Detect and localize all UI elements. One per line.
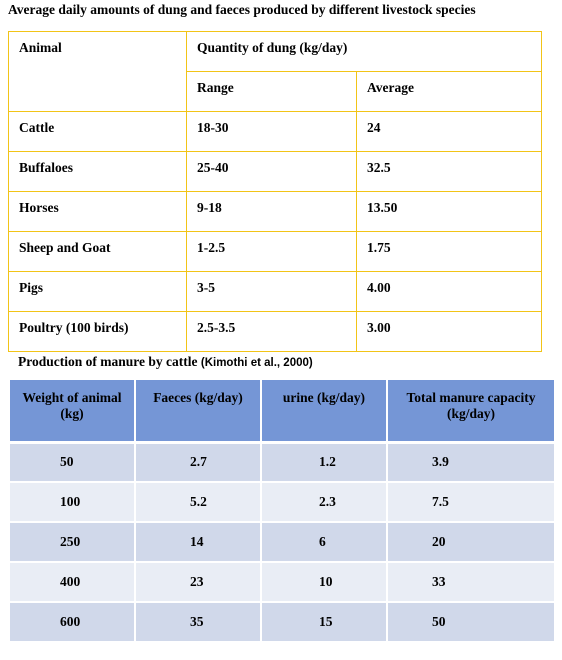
cell-total: 50 — [387, 602, 554, 643]
cell-urine: 15 — [261, 602, 388, 643]
cattle-manure-table: Weight of animal (kg) Faeces (kg/day) ur… — [10, 380, 554, 643]
cell-faeces: 35 — [135, 602, 262, 643]
table-subheader-row: Range Average — [9, 71, 542, 112]
header-weight: Weight of animal (kg) — [10, 380, 136, 444]
table-row: 250 14 6 20 — [10, 522, 554, 563]
table1-title: Average daily amounts of dung and faeces… — [8, 2, 476, 17]
cell-average: 4.00 — [356, 271, 542, 312]
cell-animal: Pigs — [8, 271, 187, 312]
table-row: 600 35 15 50 — [10, 602, 554, 643]
cell-average: 3.00 — [356, 311, 542, 352]
cell-weight: 250 — [10, 522, 136, 563]
cell-faeces: 5.2 — [135, 482, 262, 523]
cell-range: 18-30 — [186, 111, 357, 152]
cell-faeces: 23 — [135, 562, 262, 603]
cell-average: 24 — [356, 111, 542, 152]
table-row: Horses 9-18 13.50 — [8, 191, 542, 232]
table2-citation: (Kimothi et al., 2000) — [200, 357, 313, 369]
cell-total: 33 — [387, 562, 554, 603]
cell-range: 9-18 — [186, 191, 357, 232]
cell-weight: 100 — [10, 482, 136, 523]
cell-range: 3-5 — [186, 271, 357, 312]
cell-urine: 2.3 — [261, 482, 388, 523]
cell-total: 3.9 — [387, 442, 554, 483]
cell-weight: 50 — [10, 442, 136, 483]
cell-faeces: 2.7 — [135, 442, 262, 483]
cell-average: 1.75 — [356, 231, 542, 272]
table2-title-text: Production of manure by cattle — [18, 354, 201, 369]
header-average: Average — [356, 71, 542, 112]
cell-animal: Cattle — [8, 111, 187, 152]
cell-animal: Horses — [8, 191, 187, 232]
header-urine: urine (kg/day) — [261, 380, 388, 444]
header-quantity: Quantity of dung (kg/day) — [186, 31, 542, 72]
table-row: Cattle 18-30 24 — [8, 111, 542, 152]
table-row: Sheep and Goat 1-2.5 1.75 — [8, 231, 542, 272]
table-row: 50 2.7 1.2 3.9 — [10, 442, 554, 483]
cell-average: 32.5 — [356, 151, 542, 192]
table2-title: Production of manure by cattle (Kimothi … — [18, 354, 313, 370]
cell-urine: 6 — [261, 522, 388, 563]
header-faeces: Faeces (kg/day) — [135, 380, 262, 444]
table-row: 100 5.2 2.3 7.5 — [10, 482, 554, 523]
cell-faeces: 14 — [135, 522, 262, 563]
table-row: 400 23 10 33 — [10, 562, 554, 603]
table-header-row: Weight of animal (kg) Faeces (kg/day) ur… — [10, 380, 554, 444]
cell-range: 2.5-3.5 — [186, 311, 357, 352]
cell-range: 25-40 — [186, 151, 357, 192]
table-row: Buffaloes 25-40 32.5 — [8, 151, 542, 192]
cell-total: 7.5 — [387, 482, 554, 523]
cell-animal: Poultry (100 birds) — [8, 311, 187, 352]
cell-urine: 10 — [261, 562, 388, 603]
cell-range: 1-2.5 — [186, 231, 357, 272]
table-header-row: Animal Quantity of dung (kg/day) — [8, 31, 542, 112]
table-row: Poultry (100 birds) 2.5-3.5 3.00 — [8, 311, 542, 352]
header-animal: Animal — [8, 31, 187, 112]
cell-weight: 400 — [10, 562, 136, 603]
cell-total: 20 — [387, 522, 554, 563]
header-range: Range — [186, 71, 357, 112]
cell-urine: 1.2 — [261, 442, 388, 483]
cell-average: 13.50 — [356, 191, 542, 232]
header-total: Total manure capacity (kg/day) — [387, 380, 554, 444]
cell-weight: 600 — [10, 602, 136, 643]
cell-animal: Buffaloes — [8, 151, 187, 192]
dung-amounts-table: Animal Quantity of dung (kg/day) Range A… — [8, 31, 542, 352]
table-row: Pigs 3-5 4.00 — [8, 271, 542, 312]
cell-animal: Sheep and Goat — [8, 231, 187, 272]
